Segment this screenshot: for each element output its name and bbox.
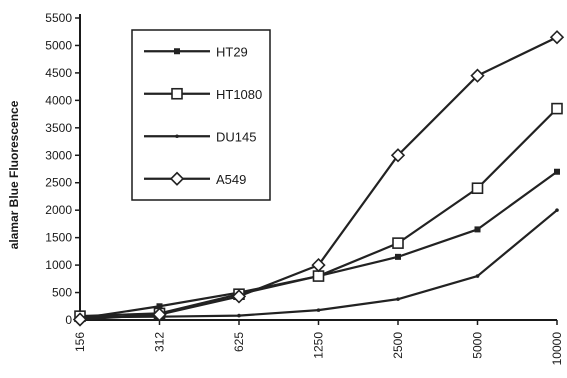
x-tick-label: 5000	[471, 332, 485, 359]
y-tick-label: 5500	[45, 11, 72, 25]
data-point	[156, 303, 163, 310]
series-layer	[72, 30, 565, 327]
legend-marker	[175, 134, 179, 139]
y-tick-label: 2000	[45, 203, 72, 217]
y-axis-label: alamar Blue Fluorescence	[7, 100, 21, 249]
data-point	[72, 312, 88, 327]
data-point	[231, 289, 247, 304]
legend-box	[131, 29, 271, 201]
legend-label: A549	[216, 172, 246, 187]
data-point	[390, 148, 406, 163]
y-tick-label: 1500	[45, 231, 72, 245]
legend-item: HT29	[144, 44, 248, 59]
legend-item: HT1080	[144, 87, 262, 102]
y-tick-label: 2500	[45, 176, 72, 190]
x-tick-label: 10000	[550, 332, 564, 366]
legend-marker	[169, 171, 185, 186]
data-point	[316, 308, 321, 312]
data-point	[475, 274, 480, 278]
legend-marker	[171, 87, 183, 100]
x-tick-label: 625	[232, 332, 246, 352]
y-tick-label: 4500	[45, 66, 72, 80]
legend-item: A549	[144, 171, 246, 187]
data-point	[396, 297, 400, 301]
data-point	[312, 270, 325, 282]
data-point	[549, 30, 565, 45]
legend-label: HT1080	[216, 87, 262, 102]
data-point	[471, 182, 484, 195]
legend-marker	[174, 48, 180, 55]
y-tick-label: 1000	[45, 258, 72, 272]
data-point	[474, 226, 481, 233]
y-tick-label: 500	[52, 286, 72, 300]
legend-label: HT29	[216, 44, 248, 59]
x-tick-label: 2500	[391, 332, 405, 359]
data-point	[470, 68, 485, 83]
data-point	[392, 237, 404, 249]
y-axis: 0 500 1000 1500 2000 2500 3000 3500 4000 4500 5000…	[45, 11, 81, 327]
data-point	[395, 253, 401, 260]
series-a549	[72, 30, 565, 327]
legend-item: DU145	[144, 129, 256, 144]
legend-label: DU145	[216, 129, 256, 144]
data-point	[551, 102, 563, 115]
x-tick-label: 312	[153, 332, 167, 352]
data-point	[311, 257, 326, 273]
data-point	[152, 307, 167, 322]
legend: HT29 HT1080 DU145 A549	[131, 29, 271, 201]
y-tick-label: 3000	[45, 148, 72, 162]
y-tick-label: 0	[65, 313, 72, 327]
y-tick-label: 3500	[45, 121, 72, 135]
x-axis: 156 312 625 1250 2500 5000 10000	[73, 319, 564, 366]
x-tick-label: 156	[73, 332, 87, 352]
data-point	[554, 168, 560, 175]
y-tick-label: 5000	[45, 38, 72, 52]
data-point	[237, 313, 241, 318]
x-tick-label: 1250	[312, 332, 326, 359]
data-point	[555, 208, 559, 212]
y-tick-label: 4000	[45, 93, 72, 107]
